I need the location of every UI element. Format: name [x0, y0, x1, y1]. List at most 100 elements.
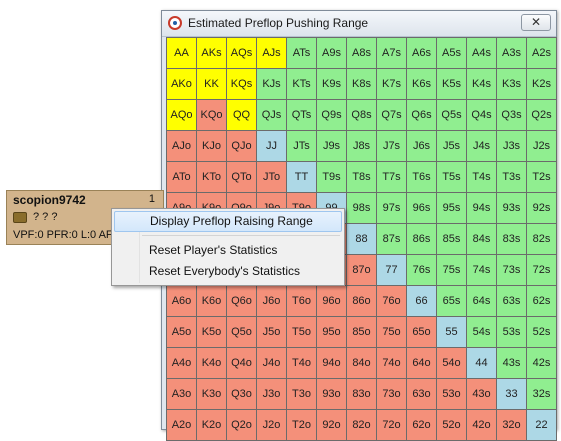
- range-cell: Q6s: [407, 100, 436, 130]
- range-cell: 62o: [407, 410, 436, 440]
- range-cell: 93o: [317, 379, 346, 409]
- range-cell: QTo: [227, 162, 256, 192]
- hud-stats: VPF:0 PFR:0 L:0 AF:: [13, 229, 116, 241]
- range-cell: AQs: [227, 38, 256, 68]
- range-cell: 76s: [407, 255, 436, 285]
- range-cell: T3o: [287, 379, 316, 409]
- context-menu: Display Preflop Raising Range Reset Play…: [111, 208, 345, 286]
- range-cell: 64s: [467, 286, 496, 316]
- range-cell: 62s: [527, 286, 556, 316]
- range-cell: J5o: [257, 317, 286, 347]
- range-cell: Q4o: [227, 348, 256, 378]
- range-cell: QQ: [227, 100, 256, 130]
- range-cell: K5o: [197, 317, 226, 347]
- range-cell: AJo: [167, 131, 196, 161]
- range-cell: A5o: [167, 317, 196, 347]
- range-cell: ATo: [167, 162, 196, 192]
- range-cell: 53s: [497, 317, 526, 347]
- range-cell: 32s: [527, 379, 556, 409]
- range-cell: T7s: [377, 162, 406, 192]
- range-cell: K6o: [197, 286, 226, 316]
- range-cell: 73o: [377, 379, 406, 409]
- window-title: Estimated Preflop Pushing Range: [188, 16, 369, 30]
- range-cell: 84s: [467, 224, 496, 254]
- range-cell: Q3s: [497, 100, 526, 130]
- range-cell: 42o: [467, 410, 496, 440]
- range-cell: KTs: [287, 69, 316, 99]
- range-cell: 83o: [347, 379, 376, 409]
- range-cell: K6s: [407, 69, 436, 99]
- range-cell: 96o: [317, 286, 346, 316]
- range-cell: K4o: [197, 348, 226, 378]
- range-cell: K8s: [347, 69, 376, 99]
- range-cell: AA: [167, 38, 196, 68]
- range-cell: QTs: [287, 100, 316, 130]
- range-cell: Q7s: [377, 100, 406, 130]
- range-cell: 54o: [437, 348, 466, 378]
- range-cell: J7s: [377, 131, 406, 161]
- player-hud[interactable]: scopion9742 1 ? ? ? VPF:0 PFR:0 L:0 AF:: [6, 190, 164, 245]
- range-cell: J2s: [527, 131, 556, 161]
- range-cell: 84o: [347, 348, 376, 378]
- range-cell: JJ: [257, 131, 286, 161]
- range-cell: 43o: [467, 379, 496, 409]
- range-cell: KQs: [227, 69, 256, 99]
- range-cell: 63s: [497, 286, 526, 316]
- range-cell: 65o: [407, 317, 436, 347]
- range-cell: QJo: [227, 131, 256, 161]
- range-cell: 85s: [437, 224, 466, 254]
- range-cell: J3o: [257, 379, 286, 409]
- range-cell: Q3o: [227, 379, 256, 409]
- range-cell: 85o: [347, 317, 376, 347]
- title-bar[interactable]: Estimated Preflop Pushing Range ✕: [162, 11, 556, 37]
- range-cell: 74o: [377, 348, 406, 378]
- range-cell: 72o: [377, 410, 406, 440]
- range-cell: K9s: [317, 69, 346, 99]
- range-cell: 44: [467, 348, 496, 378]
- range-cell: J2o: [257, 410, 286, 440]
- range-cell: 55: [437, 317, 466, 347]
- range-cell: A7s: [377, 38, 406, 68]
- menu-item-reset-player-stats[interactable]: Reset Player's Statistics: [149, 243, 278, 257]
- range-cell: Q2o: [227, 410, 256, 440]
- range-cell: K3s: [497, 69, 526, 99]
- range-cell: 93s: [497, 193, 526, 223]
- range-cell: A9s: [317, 38, 346, 68]
- range-cell: 52s: [527, 317, 556, 347]
- range-cell: 53o: [437, 379, 466, 409]
- range-cell: A6o: [167, 286, 196, 316]
- close-button[interactable]: ✕: [521, 14, 551, 31]
- range-cell: T4o: [287, 348, 316, 378]
- range-cell: 87s: [377, 224, 406, 254]
- menu-item-display-raising-range[interactable]: Display Preflop Raising Range: [114, 211, 342, 232]
- range-cell: K2s: [527, 69, 556, 99]
- range-cell: 73s: [497, 255, 526, 285]
- range-cell: 92o: [317, 410, 346, 440]
- range-cell: 97s: [377, 193, 406, 223]
- range-cell: K5s: [437, 69, 466, 99]
- menu-item-reset-everybody-stats[interactable]: Reset Everybody's Statistics: [149, 264, 301, 278]
- range-cell: J4o: [257, 348, 286, 378]
- range-cell: 77: [377, 255, 406, 285]
- range-cell: A3s: [497, 38, 526, 68]
- range-cell: KJs: [257, 69, 286, 99]
- range-cell: Q2s: [527, 100, 556, 130]
- range-cell: A2s: [527, 38, 556, 68]
- menu-gutter: [139, 211, 140, 283]
- range-cell: Q5o: [227, 317, 256, 347]
- range-cell: 42s: [527, 348, 556, 378]
- range-cell: AJs: [257, 38, 286, 68]
- range-cell: T2s: [527, 162, 556, 192]
- range-cell: T5o: [287, 317, 316, 347]
- range-cell: J4s: [467, 131, 496, 161]
- range-cell: AQo: [167, 100, 196, 130]
- range-cell: JTo: [257, 162, 286, 192]
- range-cell: T6s: [407, 162, 436, 192]
- range-cell: K3o: [197, 379, 226, 409]
- range-cell: T9s: [317, 162, 346, 192]
- range-cell: J5s: [437, 131, 466, 161]
- range-cell: J3s: [497, 131, 526, 161]
- hud-unknowns-row: ? ? ?: [13, 211, 57, 223]
- range-cell: T4s: [467, 162, 496, 192]
- range-cell: 22: [527, 410, 556, 440]
